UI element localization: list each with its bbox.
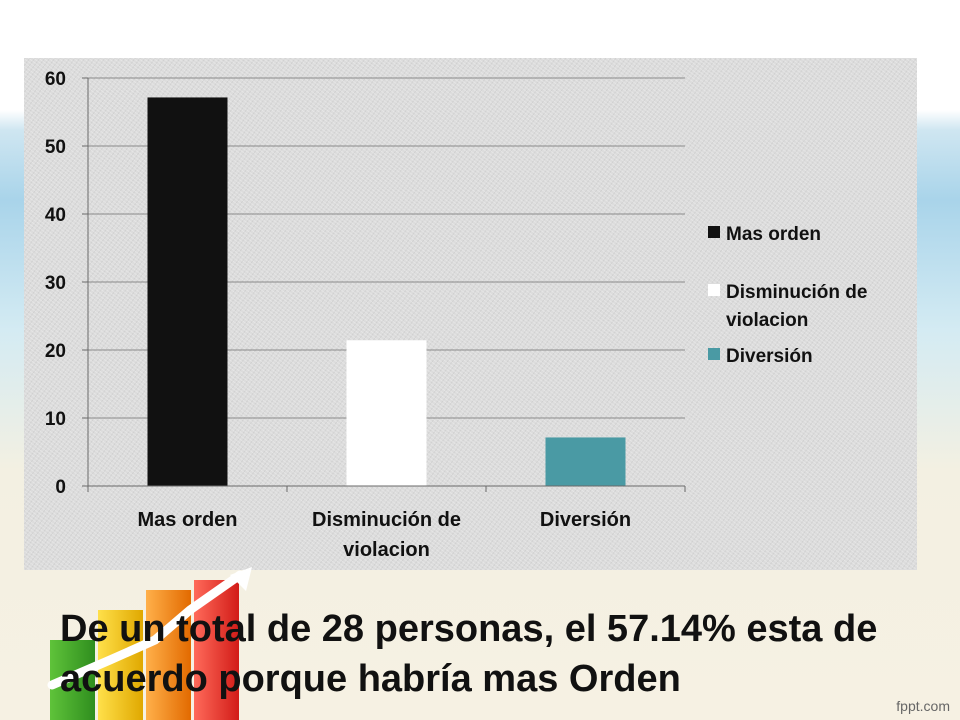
- bar-2: [346, 340, 427, 486]
- growth-chart-logo: [47, 567, 252, 720]
- legend-swatch: [708, 348, 720, 360]
- legend-label: Disminución de: [726, 282, 867, 303]
- summary-caption: De un total de 28 personas, el 57.14% es…: [60, 608, 878, 700]
- axes: [82, 77, 686, 492]
- y-tick-label: 30: [45, 273, 66, 294]
- x-tick-label: Mas orden: [137, 509, 237, 531]
- chart-panel: 0 10 20 30 40 50 60 Mas orden Disminución de vio…: [24, 58, 917, 570]
- legend-label: Mas orden: [726, 224, 821, 245]
- y-tick-label: 40: [45, 205, 66, 226]
- legend-swatch: [708, 284, 720, 296]
- bar-3: [545, 437, 626, 486]
- legend-label: Diversión: [726, 346, 813, 367]
- y-tick-label: 60: [45, 69, 66, 90]
- y-tick-label: 0: [55, 477, 66, 498]
- legend: Mas orden Disminución de violacion Diversió…: [708, 224, 867, 367]
- x-tick-label: violacion: [343, 539, 430, 561]
- bar-1: [147, 97, 228, 486]
- bar-chart: 0 10 20 30 40 50 60 Mas orden Disminución de vio…: [45, 69, 868, 561]
- legend-swatch: [708, 226, 720, 238]
- y-tick-labels: 0 10 20 30 40 50 60: [45, 69, 66, 498]
- legend-label: violacion: [726, 310, 808, 331]
- brand-watermark: fppt.com: [896, 698, 950, 714]
- y-tick-label: 10: [45, 409, 66, 430]
- x-tick-label: Disminución de: [312, 509, 461, 531]
- y-tick-label: 50: [45, 137, 66, 158]
- y-tick-label: 20: [45, 341, 66, 362]
- x-tick-label: Diversión: [540, 509, 631, 531]
- bars: [147, 97, 626, 486]
- x-tick-labels: Mas orden Disminución de violacion Diversió…: [137, 509, 631, 561]
